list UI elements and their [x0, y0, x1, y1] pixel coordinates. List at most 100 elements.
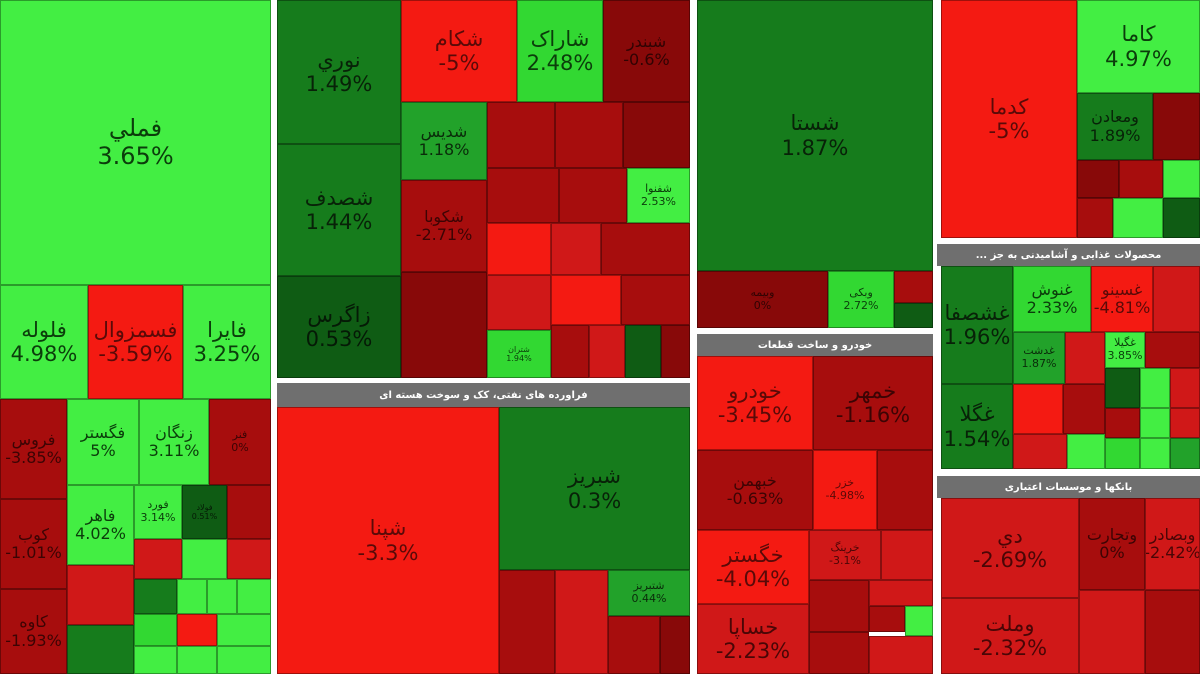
treemap-tile[interactable]: [555, 570, 608, 674]
treemap-tile-fanar[interactable]: فنر 0%: [209, 399, 271, 485]
treemap-tile[interactable]: [1105, 368, 1140, 408]
treemap-tile[interactable]: [809, 632, 869, 674]
treemap-tile[interactable]: [177, 646, 217, 674]
treemap-tile[interactable]: [134, 579, 177, 614]
treemap-tile-vmellat[interactable]: وملت -2.32%: [941, 598, 1079, 674]
treemap-tile-shbandar[interactable]: شبندر -0.6%: [603, 0, 690, 102]
treemap-tile[interactable]: [894, 303, 933, 328]
treemap-tile[interactable]: [1077, 198, 1113, 238]
treemap-tile-fameli[interactable]: فملي 3.65%: [0, 0, 271, 285]
treemap-tile-sharak[interactable]: شاراک 2.48%: [517, 0, 603, 102]
treemap-tile-shpna[interactable]: شپنا -3.3%: [277, 407, 499, 674]
treemap-tile[interactable]: [1163, 198, 1200, 238]
treemap-tile[interactable]: [1079, 590, 1145, 674]
treemap-tile-khodro[interactable]: خودرو -3.45%: [697, 356, 813, 450]
treemap-tile[interactable]: [487, 223, 551, 275]
treemap-tile-dey[interactable]: دي -2.69%: [941, 498, 1079, 598]
treemap-tile[interactable]: [1140, 408, 1170, 438]
treemap-tile-ghnoosh[interactable]: غنوش 2.33%: [1013, 266, 1091, 332]
treemap-tile[interactable]: [869, 636, 933, 674]
treemap-tile[interactable]: [1170, 408, 1200, 438]
treemap-tile-shetran[interactable]: شتران 1.94%: [487, 330, 551, 378]
treemap-tile-kama[interactable]: کاما 4.97%: [1077, 0, 1200, 93]
treemap-tile-khgostar[interactable]: خگستر -4.04%: [697, 530, 809, 604]
treemap-tile[interactable]: [1077, 160, 1119, 198]
treemap-tile[interactable]: [551, 275, 621, 325]
treemap-tile-khbahman[interactable]: خبهمن -0.63%: [697, 450, 813, 530]
treemap-tile-ghsino[interactable]: غسينو -4.81%: [1091, 266, 1153, 332]
treemap-tile[interactable]: [487, 168, 559, 223]
treemap-tile[interactable]: [67, 565, 134, 625]
treemap-tile[interactable]: [217, 646, 271, 674]
treemap-tile-foroum[interactable]: فروس -3.85%: [0, 399, 67, 499]
sector-header-refining[interactable]: فراورده های نفتی، کک و سوخت هسته ای: [277, 383, 690, 407]
treemap-tile[interactable]: [661, 325, 690, 378]
treemap-tile[interactable]: [1145, 590, 1200, 674]
treemap-tile[interactable]: [551, 325, 589, 378]
treemap-tile[interactable]: [1153, 93, 1200, 160]
treemap-tile[interactable]: [1013, 384, 1063, 434]
treemap-tile-ghshasafa[interactable]: غشصفا 1.96%: [941, 266, 1013, 384]
treemap-tile-fahar[interactable]: فاهر 4.02%: [67, 485, 134, 565]
treemap-tile-ghamhn[interactable]: غدشت 1.87%: [1013, 332, 1065, 384]
treemap-tile-khmehr[interactable]: خمهر -1.16%: [813, 356, 933, 450]
treemap-tile-shasta[interactable]: شستا 1.87%: [697, 0, 933, 271]
treemap-tile-znogan[interactable]: زنگان 3.11%: [139, 399, 209, 485]
treemap-tile[interactable]: [237, 579, 271, 614]
treemap-tile[interactable]: [134, 539, 182, 579]
treemap-tile[interactable]: [1063, 384, 1105, 434]
sector-header-food[interactable]: محصولات غذایی و آشامیدنی به جز ...: [937, 244, 1200, 266]
treemap-tile[interactable]: [227, 485, 271, 539]
treemap-tile-khsapa[interactable]: خساپا -2.23%: [697, 604, 809, 674]
treemap-tile[interactable]: [905, 606, 933, 636]
treemap-tile-fgostar[interactable]: فگستر 5%: [67, 399, 139, 485]
treemap-tile[interactable]: [877, 450, 933, 530]
treemap-tile-shtabriz[interactable]: شتبریز 0.44%: [608, 570, 690, 616]
treemap-tile[interactable]: [551, 223, 601, 275]
treemap-tile[interactable]: [601, 223, 690, 275]
treemap-tile[interactable]: [555, 102, 623, 168]
sector-header-banks[interactable]: بانکها و موسسات اعتباری: [937, 476, 1200, 498]
treemap-tile[interactable]: [869, 606, 905, 632]
treemap-tile-shakoba[interactable]: شکوبا -2.71%: [401, 180, 487, 272]
treemap-tile[interactable]: [134, 646, 177, 674]
treemap-tile[interactable]: [487, 275, 551, 330]
treemap-tile-khzar[interactable]: خزر -4.98%: [813, 450, 877, 530]
treemap-tile-vmiki[interactable]: وبکی 2.72%: [828, 271, 894, 328]
treemap-tile-vtejarat[interactable]: وتجارت 0%: [1079, 498, 1145, 590]
treemap-tile-noori[interactable]: نوري 1.49%: [277, 0, 401, 144]
treemap-tile[interactable]: [608, 616, 660, 674]
treemap-tile[interactable]: [177, 579, 207, 614]
treemap-tile-foolad-small[interactable]: فولاد 0.51%: [182, 485, 227, 539]
treemap-tile-shasadaf[interactable]: شصدف 1.44%: [277, 144, 401, 276]
treemap-tile[interactable]: [559, 168, 627, 223]
treemap-tile[interactable]: [1113, 198, 1163, 238]
treemap-tile-ford[interactable]: فورد 3.14%: [134, 485, 182, 539]
treemap-tile[interactable]: [227, 539, 271, 579]
treemap-tile[interactable]: [207, 579, 237, 614]
treemap-tile[interactable]: [1140, 368, 1170, 408]
treemap-tile-vbimeh[interactable]: وبیمه 0%: [697, 271, 828, 328]
treemap-tile[interactable]: [1013, 434, 1067, 469]
treemap-tile[interactable]: [1170, 438, 1200, 469]
treemap-tile[interactable]: [1140, 438, 1170, 469]
treemap-tile-shbrif[interactable]: شبریز 0.3%: [499, 407, 690, 570]
treemap-tile[interactable]: [487, 102, 555, 168]
treemap-tile[interactable]: [217, 614, 271, 646]
treemap-tile-ghgol[interactable]: غگیلا 3.85%: [1105, 332, 1145, 368]
treemap-tile-shadis[interactable]: شديس 1.18%: [401, 102, 487, 180]
treemap-tile[interactable]: [809, 580, 869, 632]
treemap-tile[interactable]: [625, 325, 661, 378]
treemap-tile-fasmizoul[interactable]: فسمزوال -3.59%: [88, 285, 183, 399]
treemap-tile[interactable]: [1067, 434, 1105, 469]
treemap-tile-shekam[interactable]: شکام -5%: [401, 0, 517, 102]
treemap-tile[interactable]: [67, 625, 134, 674]
treemap-tile[interactable]: [881, 530, 933, 580]
treemap-tile-koob[interactable]: کوب -1.01%: [0, 499, 67, 589]
treemap-tile[interactable]: [177, 614, 217, 646]
treemap-tile[interactable]: [1163, 160, 1200, 198]
treemap-tile[interactable]: [869, 580, 933, 606]
treemap-tile-vamaaden[interactable]: ومعادن 1.89%: [1077, 93, 1153, 160]
treemap-tile[interactable]: [589, 325, 625, 378]
treemap-tile-faira[interactable]: فايرا 3.25%: [183, 285, 271, 399]
